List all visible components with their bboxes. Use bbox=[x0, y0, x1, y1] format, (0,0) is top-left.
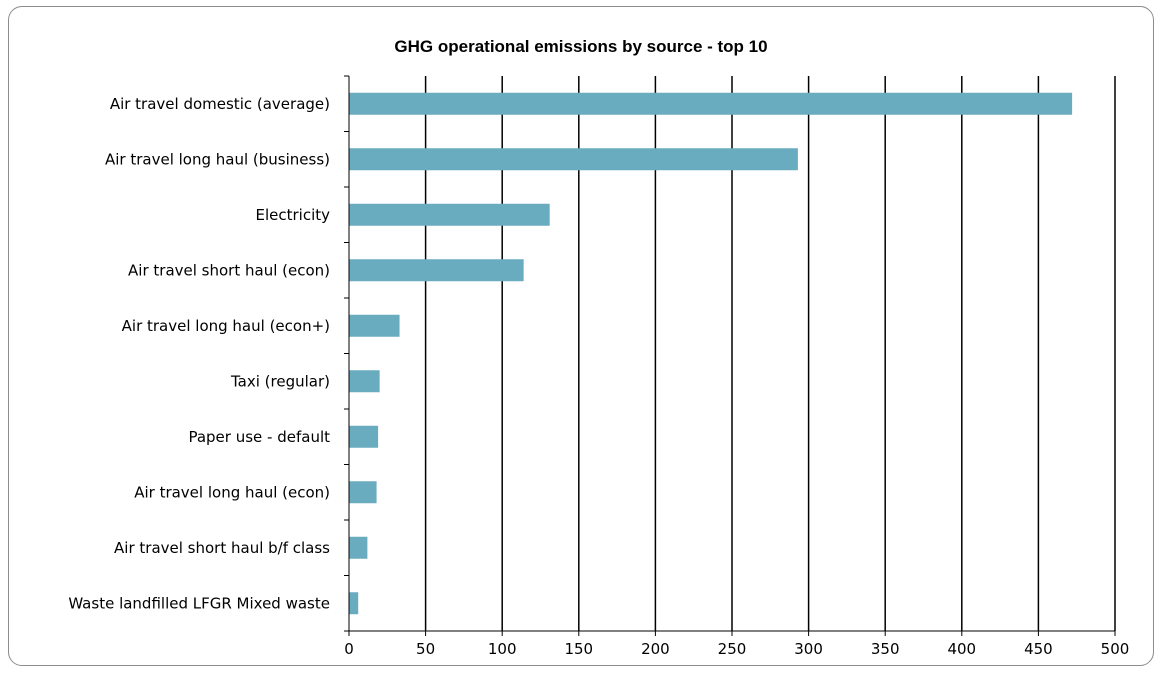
axes bbox=[344, 75, 1116, 636]
category-label: Air travel long haul (econ) bbox=[134, 483, 330, 501]
category-label: Taxi (regular) bbox=[230, 372, 330, 390]
bars bbox=[349, 92, 1073, 615]
bar bbox=[349, 370, 380, 393]
x-tick-label: 400 bbox=[947, 640, 976, 658]
bar bbox=[349, 592, 359, 615]
x-tick-label: 0 bbox=[344, 640, 354, 658]
chart-frame bbox=[8, 6, 1154, 666]
category-label: Electricity bbox=[255, 206, 330, 224]
category-label: Air travel domestic (average) bbox=[110, 95, 330, 113]
category-label: Air travel short haul (econ) bbox=[128, 261, 330, 279]
category-label: Waste landfilled LFGR Mixed waste bbox=[68, 594, 330, 612]
x-tick-label: 250 bbox=[718, 640, 747, 658]
category-labels: Air travel domestic (average) Air travel … bbox=[68, 95, 330, 613]
bar bbox=[349, 148, 798, 171]
category-label: Air travel long haul (econ+) bbox=[122, 317, 330, 335]
bar bbox=[349, 314, 400, 337]
bar bbox=[349, 92, 1073, 115]
category-label: Paper use - default bbox=[188, 428, 330, 446]
bar bbox=[349, 259, 524, 282]
x-tick-label: 450 bbox=[1024, 640, 1053, 658]
x-tick-label: 200 bbox=[641, 640, 670, 658]
bar bbox=[349, 481, 377, 504]
bar bbox=[349, 536, 368, 559]
x-tick-label: 500 bbox=[1101, 640, 1130, 658]
x-tick-label: 50 bbox=[416, 640, 435, 658]
x-tick-label: 350 bbox=[871, 640, 900, 658]
bar bbox=[349, 203, 550, 226]
x-tick-label: 300 bbox=[794, 640, 823, 658]
x-tick-label: 150 bbox=[564, 640, 593, 658]
category-label: Air travel long haul (business) bbox=[105, 150, 330, 168]
category-label: Air travel short haul b/f class bbox=[114, 539, 330, 557]
chart-title: GHG operational emissions by source - to… bbox=[394, 37, 767, 56]
bar bbox=[349, 425, 379, 448]
x-tick-labels: 0 50 100 150 200 250 300 350 400 450 500 bbox=[344, 640, 1129, 658]
x-tick-label: 100 bbox=[488, 640, 517, 658]
